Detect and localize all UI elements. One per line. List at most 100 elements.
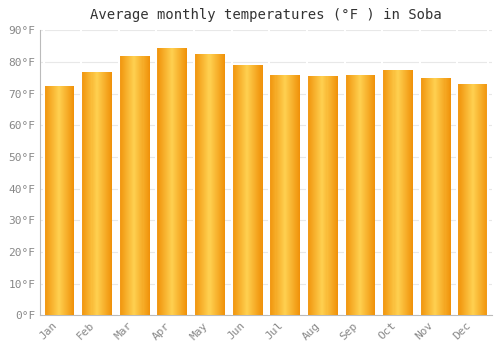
Bar <box>158 48 160 315</box>
Bar <box>100 72 102 315</box>
Bar <box>435 78 436 315</box>
Bar <box>478 84 479 315</box>
Bar <box>369 75 370 315</box>
Bar <box>92 72 94 315</box>
Bar <box>320 76 322 315</box>
Bar <box>476 84 477 315</box>
Bar <box>125 56 126 315</box>
Bar <box>238 65 239 315</box>
Bar <box>70 86 72 315</box>
Bar <box>142 56 144 315</box>
Bar <box>361 75 362 315</box>
Bar <box>204 54 206 315</box>
Bar <box>124 56 125 315</box>
Bar <box>392 70 394 315</box>
Bar <box>247 65 248 315</box>
Bar <box>108 72 109 315</box>
Bar <box>194 54 195 315</box>
Bar <box>245 65 246 315</box>
Bar <box>234 65 235 315</box>
Bar <box>485 84 486 315</box>
Bar <box>232 65 234 315</box>
Bar <box>472 84 473 315</box>
Bar <box>307 76 308 315</box>
Bar <box>168 48 169 315</box>
Bar <box>424 78 425 315</box>
Bar <box>107 72 108 315</box>
Bar <box>288 75 289 315</box>
Bar <box>462 84 464 315</box>
Bar <box>405 70 406 315</box>
Bar <box>221 54 222 315</box>
Bar <box>295 75 296 315</box>
Bar <box>66 86 67 315</box>
Bar <box>236 65 237 315</box>
Bar <box>248 65 249 315</box>
Bar <box>427 78 428 315</box>
Bar <box>363 75 364 315</box>
Bar <box>241 65 242 315</box>
Bar <box>328 76 330 315</box>
Bar <box>96 72 98 315</box>
Bar <box>364 75 365 315</box>
Bar <box>173 48 174 315</box>
Bar <box>311 76 312 315</box>
Bar <box>63 86 64 315</box>
Bar <box>102 72 103 315</box>
Bar <box>313 76 314 315</box>
Bar <box>119 56 120 315</box>
Bar <box>68 86 70 315</box>
Bar <box>420 78 421 315</box>
Bar <box>199 54 200 315</box>
Bar <box>131 56 132 315</box>
Bar <box>481 84 482 315</box>
Bar <box>403 70 404 315</box>
Bar <box>352 75 353 315</box>
Bar <box>169 48 170 315</box>
Bar <box>460 84 462 315</box>
Bar <box>317 76 318 315</box>
Bar <box>166 48 168 315</box>
Bar <box>315 76 316 315</box>
Bar <box>355 75 356 315</box>
Bar <box>60 86 61 315</box>
Bar <box>479 84 480 315</box>
Bar <box>374 75 376 315</box>
Bar <box>433 78 434 315</box>
Bar <box>98 72 100 315</box>
Bar <box>278 75 280 315</box>
Bar <box>140 56 141 315</box>
Bar <box>312 76 313 315</box>
Bar <box>51 86 52 315</box>
Bar <box>336 76 337 315</box>
Bar <box>388 70 390 315</box>
Bar <box>384 70 386 315</box>
Bar <box>318 76 320 315</box>
Bar <box>130 56 131 315</box>
Bar <box>181 48 182 315</box>
Bar <box>360 75 361 315</box>
Bar <box>133 56 134 315</box>
Bar <box>48 86 50 315</box>
Bar <box>486 84 488 315</box>
Bar <box>409 70 410 315</box>
Bar <box>56 86 57 315</box>
Bar <box>185 48 186 315</box>
Bar <box>284 75 286 315</box>
Bar <box>260 65 262 315</box>
Bar <box>474 84 475 315</box>
Bar <box>171 48 172 315</box>
Bar <box>120 56 121 315</box>
Bar <box>57 86 58 315</box>
Bar <box>400 70 402 315</box>
Bar <box>438 78 440 315</box>
Bar <box>244 65 245 315</box>
Bar <box>276 75 278 315</box>
Bar <box>286 75 287 315</box>
Bar <box>164 48 166 315</box>
Bar <box>353 75 354 315</box>
Bar <box>172 48 173 315</box>
Bar <box>132 56 133 315</box>
Bar <box>242 65 243 315</box>
Bar <box>270 75 272 315</box>
